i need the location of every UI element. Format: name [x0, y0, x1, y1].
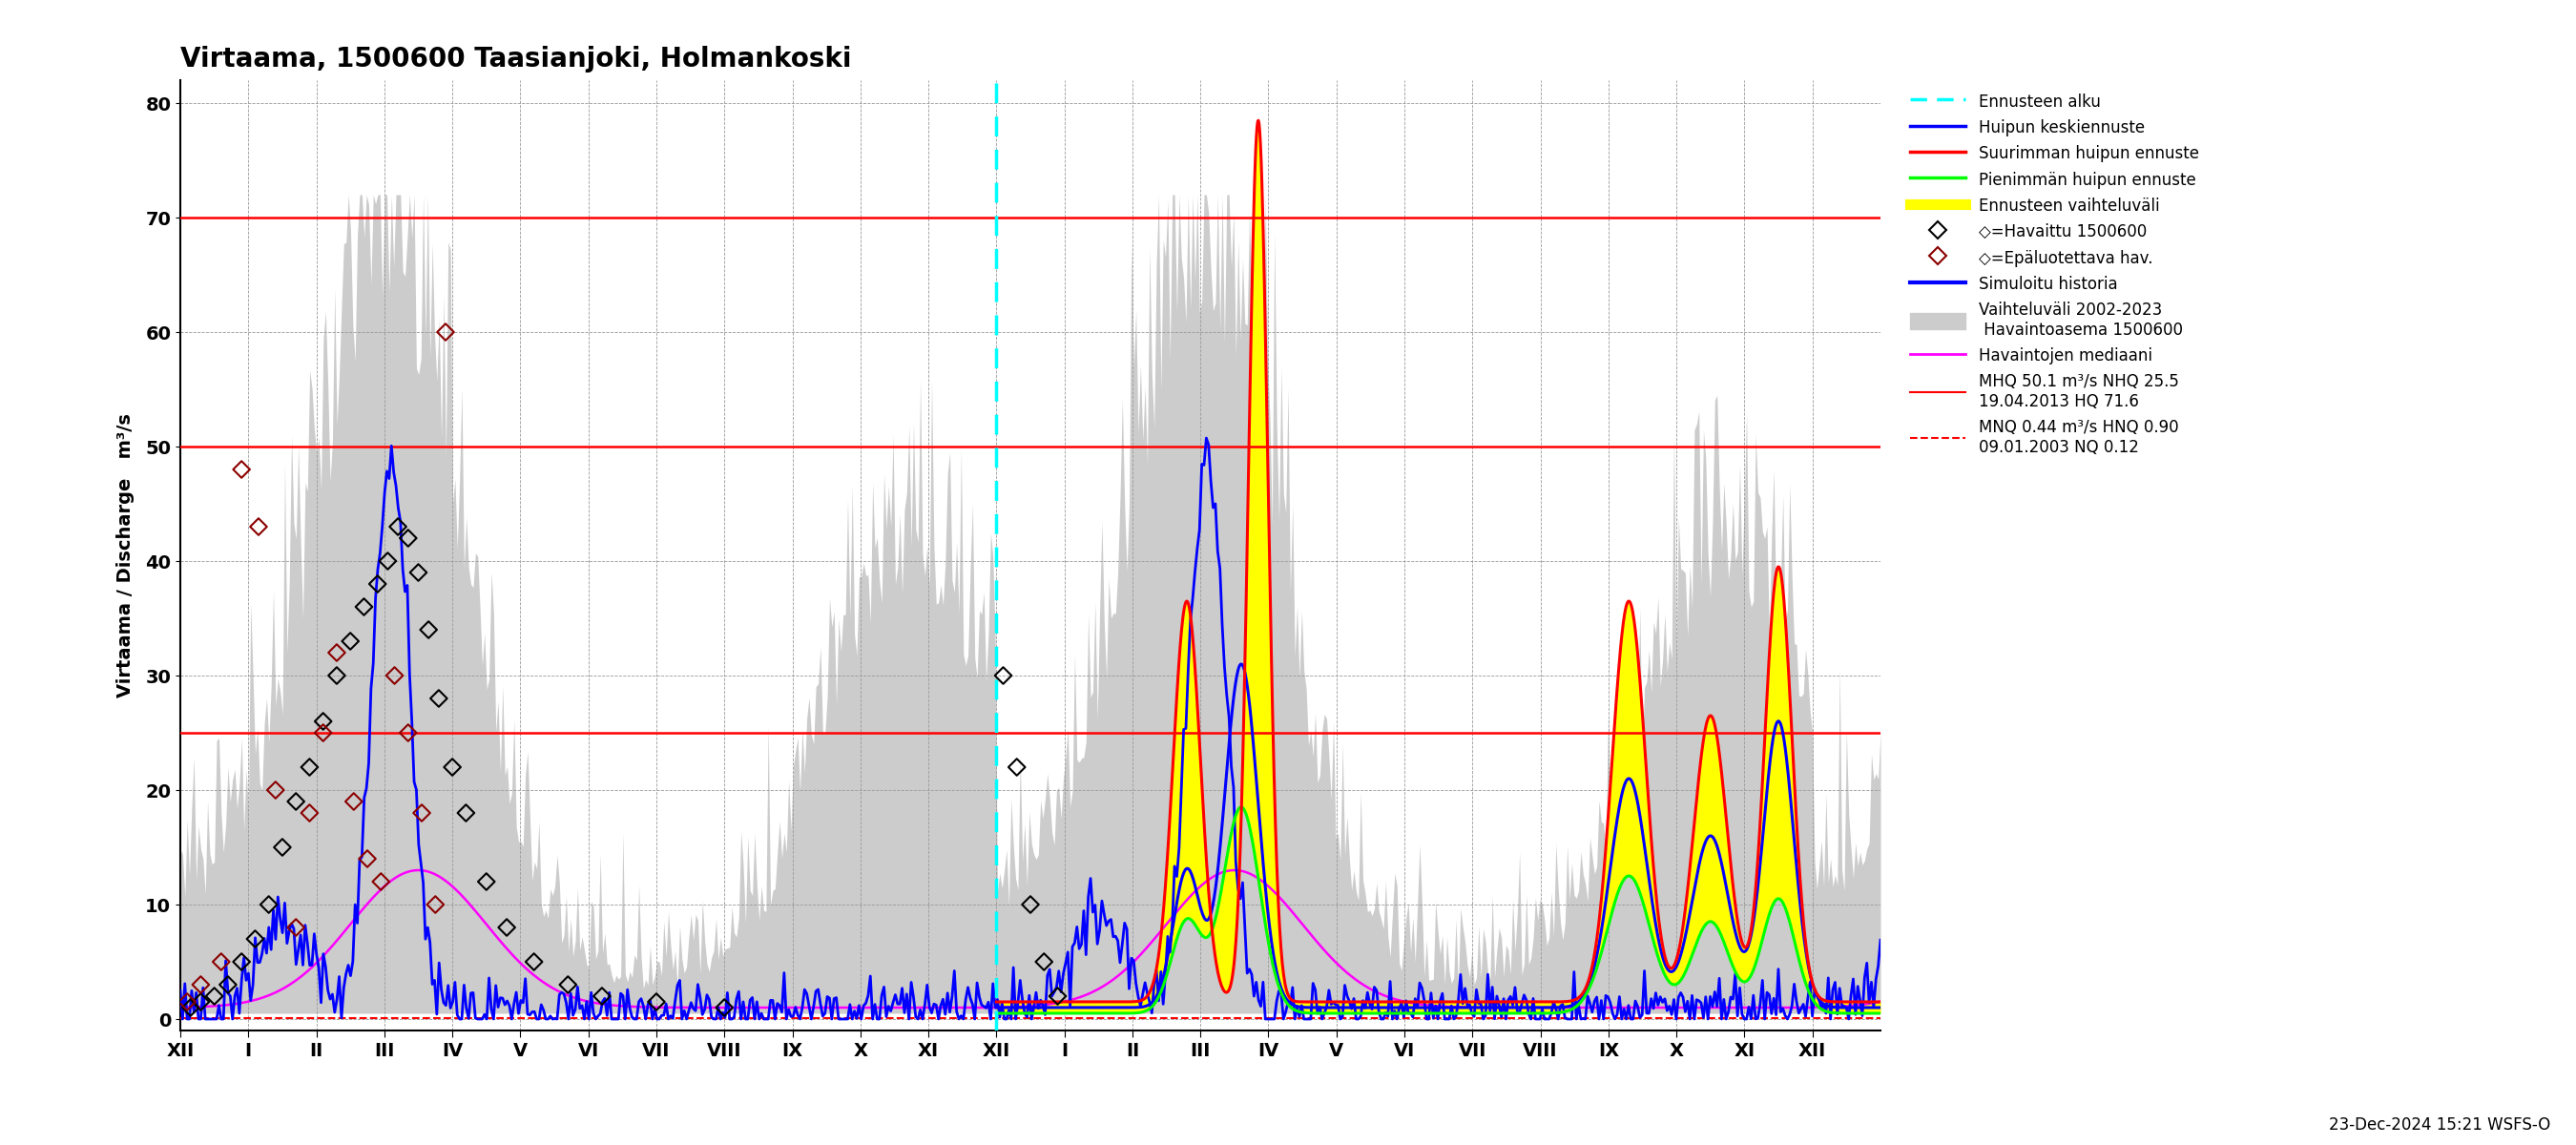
Point	[201, 953, 242, 971]
Point	[247, 895, 289, 914]
Point	[374, 666, 415, 685]
Point	[234, 930, 276, 948]
Point	[255, 781, 296, 799]
Point	[417, 689, 459, 708]
Point	[1023, 953, 1064, 971]
Point	[330, 632, 371, 650]
Point	[167, 993, 209, 1011]
Point	[170, 998, 211, 1017]
Point	[386, 529, 428, 547]
Point	[402, 804, 443, 822]
Point	[222, 460, 263, 479]
Legend: Ennusteen alku, Huipun keskiennuste, Suurimman huipun ennuste, Pienimmän huipun : Ennusteen alku, Huipun keskiennuste, Suu…	[1906, 88, 2202, 461]
Point	[397, 563, 438, 582]
Point	[361, 872, 402, 891]
Point	[263, 838, 304, 856]
Point	[206, 976, 247, 994]
Point	[180, 993, 222, 1011]
Point	[317, 643, 358, 662]
Point	[636, 993, 677, 1011]
Point	[446, 804, 487, 822]
Point	[386, 724, 428, 742]
Point	[582, 987, 623, 1005]
Point	[415, 895, 456, 914]
Point	[358, 575, 399, 593]
Point	[425, 323, 466, 341]
Point	[1010, 895, 1051, 914]
Point	[301, 724, 343, 742]
Point	[289, 758, 330, 776]
Point	[433, 758, 474, 776]
Point	[546, 976, 587, 994]
Point	[703, 998, 744, 1017]
Point	[276, 918, 317, 937]
Point	[466, 872, 507, 891]
Y-axis label: Virtaama / Discharge   m³/s: Virtaama / Discharge m³/s	[116, 413, 134, 697]
Point	[180, 976, 222, 994]
Point	[376, 518, 417, 536]
Text: Virtaama, 1500600 Taasianjoki, Holmankoski: Virtaama, 1500600 Taasianjoki, Holmankos…	[180, 46, 853, 72]
Point	[317, 666, 358, 685]
Point	[222, 953, 263, 971]
Point	[276, 792, 317, 811]
Point	[332, 792, 374, 811]
Point	[1038, 987, 1079, 1005]
Point	[368, 552, 410, 570]
Text: 23-Dec-2024 15:21 WSFS-O: 23-Dec-2024 15:21 WSFS-O	[2329, 1116, 2550, 1134]
Point	[513, 953, 554, 971]
Point	[981, 666, 1023, 685]
Point	[997, 758, 1038, 776]
Point	[407, 621, 448, 639]
Point	[301, 712, 343, 731]
Point	[237, 518, 278, 536]
Point	[343, 598, 384, 616]
Point	[487, 918, 528, 937]
Point	[193, 987, 234, 1005]
Point	[348, 850, 389, 868]
Point	[289, 804, 330, 822]
